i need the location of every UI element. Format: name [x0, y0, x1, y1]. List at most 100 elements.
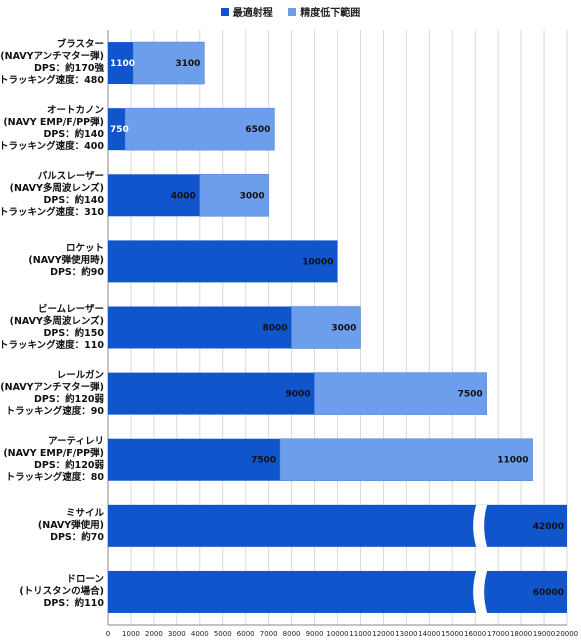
bar-label-optimal-8: 42000	[533, 522, 564, 532]
bar-falloff-5	[291, 306, 361, 349]
bar-label-optimal-7: 7500	[251, 456, 276, 466]
category-label-line: (NAVYアンチマター弾)	[0, 51, 104, 63]
bar-label-falloff-7: 11000	[497, 456, 528, 466]
x-tick-label-12: 11000	[349, 630, 371, 638]
category-label-line: (トリスタンの場合)	[19, 585, 104, 597]
category-label-line: DPS：約150	[43, 327, 104, 339]
category-label-line: DPS：約90	[50, 267, 104, 279]
legend-swatch-falloff	[288, 7, 297, 16]
category-label-6: レールガン (NAVYアンチマター弾) DPS：約120弱 トラッキング速度：90	[0, 370, 104, 418]
axis-break-9	[473, 570, 488, 613]
bar-optimal-9	[108, 570, 567, 613]
bar-label-optimal-3: 4000	[171, 191, 196, 201]
category-label-5: ビームレーザー (NAVY多周波レンズ) DPS：約150 トラッキング速度：110	[0, 304, 104, 352]
bar-label-optimal-1: 1100	[110, 59, 135, 69]
x-tick-label-16: 15000	[441, 630, 463, 638]
axis-break-8	[473, 504, 488, 547]
category-label-line: トラッキング速度：480	[0, 75, 104, 87]
bar-optimal-7	[108, 438, 281, 481]
category-label-line: ブラスター	[56, 39, 104, 51]
category-label-line: (NAVY弾使用時)	[28, 255, 104, 267]
bar-optimal-4	[108, 240, 338, 283]
x-tick-label-18: 17000	[487, 630, 509, 638]
category-label-line: DPS：約170強	[33, 63, 104, 75]
bar-optimal-2	[108, 108, 126, 151]
bar-label-falloff-5: 3000	[331, 324, 356, 334]
x-tick-label-3: 2000	[145, 630, 163, 638]
bar-label-optimal-9: 60000	[533, 588, 564, 598]
legend-item-falloff: 精度低下範囲	[288, 4, 360, 19]
category-label-line: トラッキング速度：310	[0, 207, 104, 219]
category-label-3: パルスレーザー (NAVY多周波レンズ) DPS：約140 トラッキング速度：310	[0, 171, 104, 219]
bar-label-optimal-6: 9000	[285, 390, 310, 400]
x-tick-label-10: 9000	[306, 630, 324, 638]
category-label-line: トラッキング速度：90	[5, 405, 104, 417]
bar-label-falloff-6: 7500	[458, 390, 483, 400]
category-label-line: アーティレリ	[48, 435, 104, 447]
category-label-line: (NAVY EMP/F/PP弾)	[3, 447, 104, 459]
category-label-line: (NAVY EMP/F/PP弾)	[3, 117, 104, 129]
bar-label-falloff-2: 6500	[245, 125, 270, 135]
bar-optimal-8	[108, 504, 567, 547]
bar-optimal-6	[108, 372, 315, 415]
x-tick-label-7: 6000	[237, 630, 255, 638]
category-label-1: ブラスター (NAVYアンチマター弾) DPS：約170強 トラッキング速度：480	[0, 39, 104, 87]
x-tick-label-15: 14000	[418, 630, 440, 638]
bar-label-optimal-4: 10000	[302, 257, 333, 267]
x-tick-label-17: 16000	[464, 630, 486, 638]
category-label-line: ビームレーザー	[37, 303, 104, 315]
category-label-line: ミサイル	[65, 507, 104, 519]
category-label-9: ドローン (トリスタンの場合) DPS：約110	[19, 574, 104, 610]
legend-label-falloff: 精度低下範囲	[300, 8, 361, 19]
legend-swatch-optimal	[220, 7, 229, 16]
category-label-line: トラッキング速度：400	[0, 141, 104, 153]
category-label-2: オートカノン (NAVY EMP/F/PP弾) DPS：約140 トラッキング速度：4…	[0, 105, 104, 153]
x-tick-label-13: 12000	[372, 630, 394, 638]
category-label-7: アーティレリ (NAVY EMP/F/PP弾) DPS：約120弱 トラッキング速度：…	[3, 436, 104, 484]
bar-falloff-6	[314, 372, 487, 415]
category-label-line: トラッキング速度：80	[5, 471, 104, 483]
bar-label-falloff-1: 3100	[175, 59, 200, 69]
category-label-8: ミサイル (NAVY弾使用) DPS：約70	[38, 508, 104, 544]
category-label-line: DPS：約120弱	[33, 459, 104, 471]
x-tick-label-21: 20000	[556, 630, 578, 638]
bar-optimal-1	[108, 42, 134, 85]
bar-label-falloff-3: 3000	[240, 191, 265, 201]
legend-item-optimal: 最適射程	[220, 4, 273, 19]
category-label-line: ドローン	[66, 573, 104, 585]
category-label-line: (NAVY多周波レンズ)	[9, 183, 104, 195]
bar-falloff-7	[279, 438, 533, 482]
category-label-line: パルスレーザー	[37, 171, 104, 183]
category-label-line: DPS：約110	[43, 597, 104, 609]
x-tick-label-4: 3000	[168, 630, 186, 638]
x-tick-label-2: 1000	[122, 630, 140, 638]
bar-optimal-5	[108, 306, 292, 349]
category-label-line: (NAVYアンチマター弾)	[0, 381, 104, 393]
category-label-line: DPS：約140	[43, 129, 104, 141]
category-label-line: DPS：約120弱	[33, 393, 104, 405]
bar-falloff-3	[199, 173, 269, 217]
bar-falloff-2	[124, 107, 275, 151]
bar-label-optimal-5: 8000	[263, 324, 288, 334]
category-label-line: レールガン	[56, 369, 104, 381]
legend-label-optimal: 最適射程	[232, 8, 273, 19]
category-label-line: (NAVY弾使用)	[37, 519, 104, 531]
bar-label-optimal-2: 750	[110, 125, 129, 135]
x-tick-label-9: 8000	[283, 630, 301, 638]
category-label-line: ロケット	[65, 243, 104, 255]
x-tick-label-11: 10000	[326, 630, 348, 638]
x-tick-label-6: 5000	[214, 630, 232, 638]
x-tick-label-20: 19000	[533, 630, 555, 638]
category-label-line: オートカノン	[46, 105, 104, 117]
legend: 最適射程 精度低下範囲	[0, 4, 581, 19]
bar-falloff-1	[132, 41, 205, 85]
category-label-line: DPS：約140	[43, 195, 104, 207]
x-tick-label-8: 7000	[260, 630, 278, 638]
x-tick-label-1: 0	[106, 630, 110, 638]
category-label-line: (NAVY多周波レンズ)	[9, 315, 104, 327]
category-label-line: トラッキング速度：110	[0, 339, 104, 351]
category-label-4: ロケット (NAVY弾使用時) DPS：約90	[28, 243, 104, 279]
x-tick-label-14: 13000	[395, 630, 417, 638]
category-label-line: DPS：約70	[50, 531, 104, 543]
